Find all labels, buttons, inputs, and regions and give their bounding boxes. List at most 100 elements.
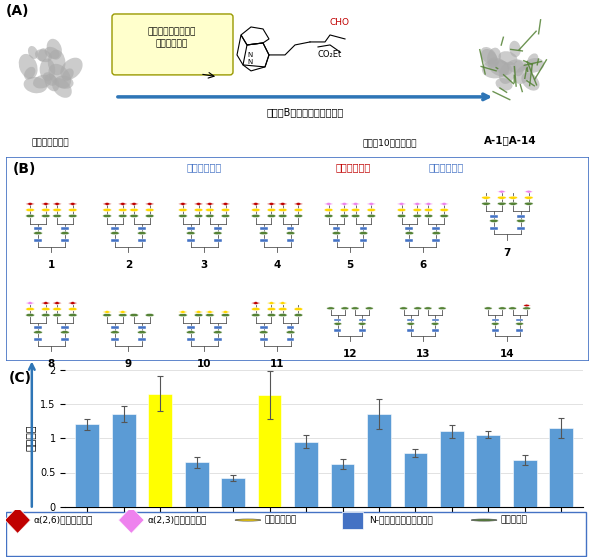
Bar — [342, 511, 364, 529]
Text: ２種類の糖鎖: ２種類の糖鎖 — [156, 39, 188, 48]
Text: 強い相互作用: 強い相互作用 — [187, 162, 222, 172]
Circle shape — [341, 307, 349, 310]
Text: CO₂Et: CO₂Et — [318, 50, 342, 59]
Text: CHO: CHO — [330, 18, 350, 27]
Circle shape — [221, 314, 230, 316]
Bar — [359, 239, 367, 242]
Polygon shape — [178, 202, 187, 206]
Circle shape — [400, 307, 408, 310]
Text: 7: 7 — [504, 248, 511, 258]
Circle shape — [359, 232, 368, 235]
Bar — [187, 338, 195, 341]
Circle shape — [251, 307, 260, 311]
Circle shape — [497, 196, 506, 199]
FancyBboxPatch shape — [6, 511, 586, 556]
Bar — [214, 338, 221, 341]
Circle shape — [294, 314, 303, 316]
Circle shape — [294, 214, 303, 217]
Bar — [111, 239, 119, 242]
Text: タイプBの理研クリック反応: タイプBの理研クリック反応 — [267, 107, 344, 117]
Bar — [433, 227, 440, 230]
Text: N
N: N N — [248, 53, 253, 66]
Bar — [405, 227, 414, 230]
Circle shape — [251, 208, 260, 212]
Polygon shape — [440, 202, 449, 206]
Circle shape — [111, 232, 120, 235]
Polygon shape — [26, 301, 35, 305]
Polygon shape — [5, 507, 30, 533]
Circle shape — [351, 208, 360, 212]
Polygon shape — [205, 202, 214, 206]
Ellipse shape — [509, 41, 521, 57]
Bar — [359, 227, 367, 230]
Bar — [138, 326, 146, 329]
Bar — [431, 319, 439, 321]
Text: 1: 1 — [48, 260, 55, 270]
Ellipse shape — [481, 47, 497, 64]
Bar — [287, 227, 295, 230]
Circle shape — [340, 214, 349, 217]
Circle shape — [499, 307, 506, 310]
Circle shape — [186, 232, 195, 235]
Polygon shape — [118, 507, 144, 533]
Circle shape — [42, 307, 50, 311]
Circle shape — [178, 314, 187, 316]
Text: 弱い相互作用: 弱い相互作用 — [335, 162, 371, 172]
Circle shape — [278, 314, 287, 316]
Circle shape — [26, 208, 35, 212]
Circle shape — [26, 314, 35, 316]
Circle shape — [205, 208, 214, 212]
Polygon shape — [178, 310, 187, 314]
Circle shape — [145, 214, 154, 217]
Polygon shape — [26, 202, 35, 206]
Circle shape — [130, 314, 139, 316]
Circle shape — [509, 202, 518, 206]
Circle shape — [405, 232, 414, 235]
Bar — [185, 462, 208, 507]
Bar — [407, 319, 414, 321]
Circle shape — [267, 307, 276, 311]
Bar — [34, 326, 42, 329]
Ellipse shape — [46, 39, 62, 60]
Bar — [111, 326, 119, 329]
Bar — [214, 239, 221, 242]
Circle shape — [145, 314, 154, 316]
Circle shape — [118, 208, 127, 212]
Text: 5: 5 — [346, 260, 353, 270]
Bar — [440, 431, 464, 507]
Circle shape — [407, 323, 415, 325]
Polygon shape — [118, 310, 127, 314]
Text: (C): (C) — [9, 371, 32, 385]
Circle shape — [424, 307, 432, 310]
Circle shape — [259, 232, 268, 235]
Text: 9: 9 — [125, 359, 132, 369]
Circle shape — [26, 307, 35, 311]
Text: 3: 3 — [201, 260, 208, 270]
Circle shape — [278, 307, 287, 311]
Circle shape — [516, 220, 525, 222]
Circle shape — [497, 202, 506, 206]
Circle shape — [103, 214, 111, 217]
Circle shape — [484, 307, 492, 310]
Polygon shape — [221, 202, 230, 206]
Polygon shape — [103, 310, 111, 314]
Circle shape — [33, 331, 42, 334]
Bar — [138, 239, 146, 242]
Circle shape — [367, 208, 375, 212]
Circle shape — [118, 214, 127, 217]
Text: 6: 6 — [419, 260, 427, 270]
Bar — [259, 338, 268, 341]
Circle shape — [259, 331, 268, 334]
Ellipse shape — [488, 57, 509, 77]
Circle shape — [482, 202, 490, 206]
Text: α(2,3)結合シアル酸: α(2,3)結合シアル酸 — [148, 516, 207, 525]
Circle shape — [186, 331, 195, 334]
Polygon shape — [194, 202, 203, 206]
Ellipse shape — [38, 48, 47, 62]
Ellipse shape — [52, 78, 72, 98]
Ellipse shape — [35, 49, 52, 62]
Bar — [34, 239, 42, 242]
Bar — [138, 227, 146, 230]
Polygon shape — [130, 202, 139, 206]
Circle shape — [205, 314, 214, 316]
